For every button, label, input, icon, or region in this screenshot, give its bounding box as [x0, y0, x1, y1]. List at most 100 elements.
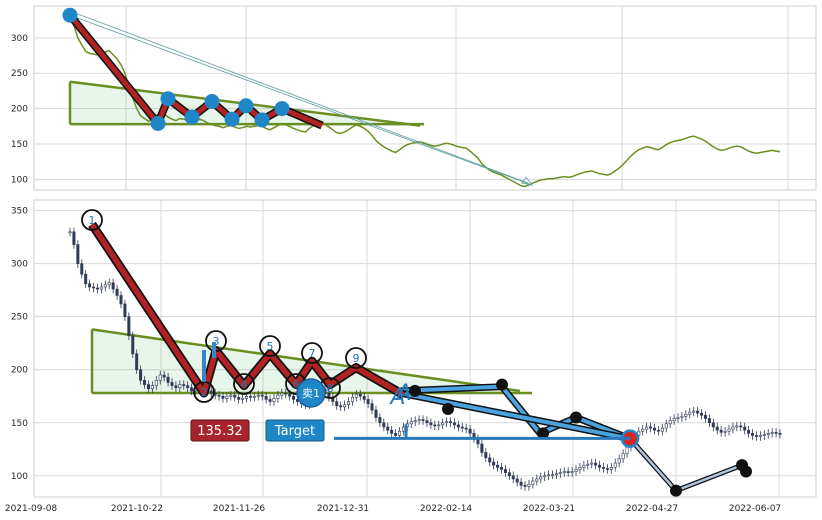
candle-body: [284, 392, 288, 395]
candle-body: [143, 380, 147, 385]
main-x-tick-label: 2022-04-27: [626, 504, 678, 514]
main-x-tick-label: 2022-06-07: [729, 504, 781, 514]
overview-wave-point: [150, 115, 166, 131]
candle-body: [343, 404, 347, 408]
candle-body: [186, 385, 190, 389]
candle-body: [774, 431, 778, 434]
candle-body: [625, 446, 629, 454]
candle-body: [570, 471, 574, 473]
candle-body: [515, 478, 519, 483]
candle-body: [335, 401, 339, 407]
candle-body: [574, 469, 578, 472]
candle-body: [484, 452, 488, 459]
candle-body: [547, 474, 551, 477]
main-pivot-dot: [409, 384, 421, 397]
overview-wave-point: [254, 112, 270, 128]
main-content: 1 2 3 4 5 6 7 8 9 卖1 AA 135.32 Target: [68, 209, 782, 497]
main-y-tick-label: 150: [11, 419, 28, 429]
candle-body: [684, 413, 688, 417]
candle-body: [578, 466, 582, 470]
candle-body: [766, 433, 770, 435]
candle-body: [354, 393, 358, 398]
candle-body: [362, 395, 366, 400]
main-blue-bar: [212, 342, 216, 358]
candle-body: [158, 374, 162, 381]
candle-body: [382, 422, 386, 428]
candle-body: [754, 435, 758, 437]
main-y-tick-label: 250: [11, 313, 28, 323]
candle-body: [499, 466, 503, 470]
candle-body: [707, 418, 711, 424]
main-y-tick-label: 200: [11, 366, 28, 376]
overview-y-tick-label: 150: [11, 140, 28, 150]
main-target-label: Target: [274, 424, 315, 439]
candle-body: [425, 420, 429, 424]
candle-body: [370, 403, 374, 411]
candle-body: [617, 458, 621, 464]
candle-body: [680, 416, 684, 418]
candle-body: [550, 474, 554, 477]
candle-body: [719, 429, 723, 433]
candle-body: [594, 462, 598, 466]
overview-y-tick-label: 200: [11, 105, 28, 115]
candle-body: [747, 429, 751, 434]
candle-body: [700, 412, 704, 416]
candle-body: [209, 390, 213, 394]
main-future-diag: [399, 391, 631, 441]
overview-panel: 100 150 200 250 300: [11, 5, 817, 191]
candle-body: [456, 424, 460, 428]
main-a-marker: A: [388, 385, 405, 410]
candle-body: [448, 421, 452, 424]
overview-wave-point: [160, 91, 176, 107]
main-wave-number: 2: [201, 386, 208, 399]
candle-body: [386, 426, 390, 431]
candle-body: [731, 426, 735, 430]
candle-body: [92, 286, 96, 289]
candle-body: [99, 286, 103, 290]
candle-body: [558, 472, 562, 474]
candle-body: [539, 476, 543, 480]
candle-body: [562, 471, 566, 473]
candle-body: [743, 426, 747, 431]
main-target-box: [265, 419, 325, 442]
main-y-tick-label: 100: [11, 472, 28, 482]
main-price-box: [190, 419, 250, 442]
main-price-label: 135.32: [197, 424, 243, 439]
main-projection-down: [629, 437, 677, 492]
overview-projection-line-a: [69, 14, 533, 186]
main-a-marker: A: [394, 381, 411, 406]
candle-body: [429, 422, 433, 426]
candle-body: [221, 395, 225, 399]
candle-body: [735, 425, 739, 428]
main-grid: [34, 200, 816, 497]
main-y-tick-label: 300: [11, 260, 28, 270]
main-pivot-dot: [537, 427, 549, 440]
overview-wave-line: [68, 13, 323, 128]
candle-body: [170, 382, 174, 386]
candle-body: [441, 422, 445, 426]
main-wave-number: 3: [213, 335, 220, 348]
candle-body: [190, 387, 194, 392]
candle-body: [401, 426, 405, 432]
candle-body: [523, 485, 527, 487]
candle-body: [413, 420, 417, 422]
main-sell-label: 卖1: [302, 387, 320, 400]
candle-body: [119, 295, 123, 305]
candle-body: [339, 405, 343, 408]
candle-body: [464, 427, 468, 430]
candle-body: [692, 410, 696, 413]
candle-body: [586, 463, 590, 466]
candle-body: [174, 385, 178, 389]
main-sell-bubble: [296, 378, 326, 408]
candle-body: [276, 394, 280, 399]
candle-body: [664, 423, 668, 429]
overview-wave-point: [184, 109, 200, 125]
candle-body: [390, 429, 394, 434]
candle-body: [531, 480, 535, 485]
main-wave-number: 6: [293, 378, 300, 391]
main-x-axis: 2021-09-08 2021-10-22 2021-11-26 2021-12-31…: [5, 504, 781, 514]
candle-body: [123, 303, 127, 317]
main-x-tick-label: 2022-02-14: [420, 504, 473, 514]
candle-body: [139, 369, 143, 381]
candle-body: [245, 395, 249, 399]
